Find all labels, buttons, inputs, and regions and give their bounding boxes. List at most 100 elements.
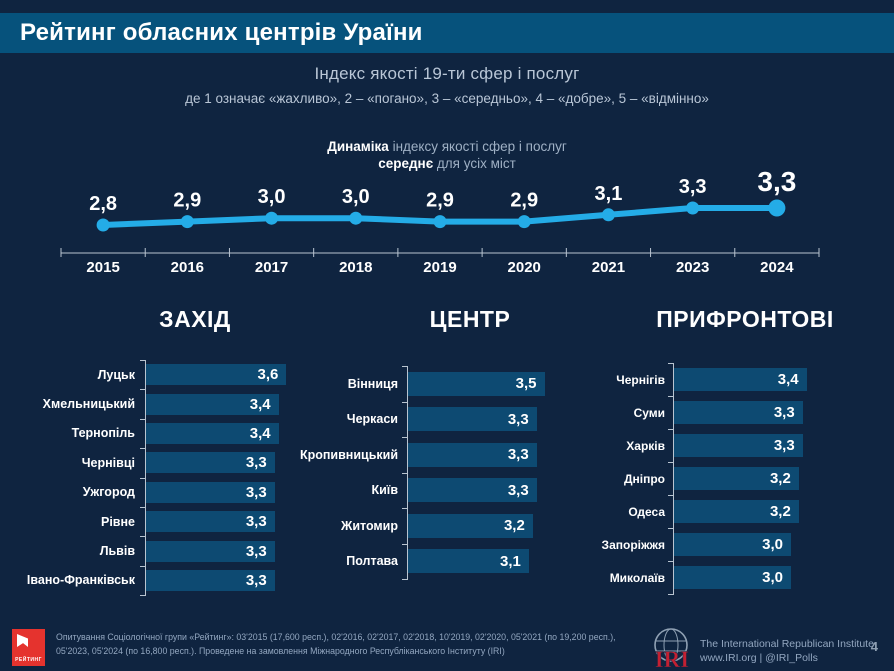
value-bar: 3,3 xyxy=(408,442,537,467)
bar-row: Тернопіль 3,4 xyxy=(10,418,320,449)
trend-year-label: 2019 xyxy=(423,259,457,276)
city-label: Суми xyxy=(633,405,665,420)
value-bar: 3,3 xyxy=(408,407,537,432)
bar-value-label: 3,2 xyxy=(769,503,791,520)
city-label: Київ xyxy=(371,483,398,498)
bar-row: Чернівці 3,3 xyxy=(10,448,320,478)
value-bar: 3,2 xyxy=(674,467,799,490)
trend-line-chart: 2,8 2,9 3,0 3,0 2,9 2,9 3,1 3,3 3,3 xyxy=(60,168,820,257)
city-label: Кропивницький xyxy=(299,447,398,462)
value-bar: 3,1 xyxy=(408,549,529,574)
city-label: Хмельницький xyxy=(42,397,135,412)
city-label: Ужгород xyxy=(82,485,135,500)
page-number: 4 xyxy=(870,639,878,654)
trend-heading-rest2: для усіх міст xyxy=(433,156,516,171)
bar-track: 3,3 xyxy=(140,506,320,537)
bar-row: Одеса 3,2 xyxy=(590,495,880,528)
bar-track: 3,3 xyxy=(140,536,320,566)
value-bar: 3,3 xyxy=(674,434,803,457)
section-title: ПРИФРОНТОВІ xyxy=(656,306,834,332)
bar-value-label: 3,3 xyxy=(245,483,267,501)
bar-track: 3,4 xyxy=(668,363,880,396)
value-bar: 3,3 xyxy=(146,511,275,533)
value-bar: 3,3 xyxy=(146,569,275,591)
trend-data-label: 2,9 xyxy=(426,190,454,212)
trend-data-label: 3,3 xyxy=(679,176,707,198)
trend-data-label: 3,1 xyxy=(595,183,623,205)
trend-year-label: 2024 xyxy=(760,259,794,276)
rating-group-logo: РЕЙТИНГ xyxy=(12,629,45,666)
section-center: ЦЕНТР Вінниця 3,5 Черкаси 3,3 Кропивницький 3,… xyxy=(290,306,570,606)
trend-year-label: 2015 xyxy=(86,259,120,276)
iri-links: www.IRI.org | @IRI_Polls xyxy=(700,652,818,665)
bar-track: 3,2 xyxy=(668,495,880,528)
bar-value-label: 3,3 xyxy=(245,542,267,560)
city-label: Житомир xyxy=(341,518,398,533)
bar-row: Київ 3,3 xyxy=(290,472,570,508)
bar-row: Вінниця 3,5 xyxy=(290,366,570,402)
bar-track: 3,3 xyxy=(668,429,880,462)
value-bar: 3,3 xyxy=(146,540,275,562)
trend-data-label: 2,9 xyxy=(510,190,538,212)
bar-row: Рівне 3,3 xyxy=(10,506,320,537)
value-bar: 3,6 xyxy=(146,364,287,386)
trend-year-label: 2023 xyxy=(675,259,710,276)
trend-year-label: 2018 xyxy=(339,259,373,276)
rating-logo-label: РЕЙТИНГ xyxy=(15,657,42,663)
city-label: Луцьк xyxy=(97,367,135,382)
trend-heading: Динаміка індексу якості сфер і послуг се… xyxy=(0,138,894,172)
bar-value-label: 3,4 xyxy=(249,424,271,442)
bar-chart: Чернігів 3,4 Суми 3,3 Харків 3,3 Дніпро 3,2 Одес… xyxy=(590,363,880,595)
bar-track: 3,3 xyxy=(140,448,320,478)
page-title: Рейтинг обласних центрів Ураїни xyxy=(20,19,423,46)
bar-track: 3,2 xyxy=(668,462,880,495)
bar-track: 3,2 xyxy=(402,508,570,544)
city-label: Чернівці xyxy=(81,455,135,470)
bar-row: Житомир 3,2 xyxy=(290,508,570,544)
bar-value-label: 3,4 xyxy=(249,395,271,413)
bar-track: 3,6 xyxy=(140,360,320,390)
value-bar: 3,3 xyxy=(146,452,275,474)
bar-value-label: 3,2 xyxy=(503,517,525,535)
value-bar: 3,2 xyxy=(674,500,799,523)
bar-chart: Луцьк 3,6 Хмельницький 3,4 Тернопіль 3,4 Черні… xyxy=(10,360,320,597)
city-label: Івано-Франківськ xyxy=(26,573,135,588)
city-label: Вінниця xyxy=(347,376,398,391)
bar-row: Харків 3,3 xyxy=(590,429,880,462)
survey-footnote: Опитування Соціологічної групи «Рейтинг»… xyxy=(56,632,616,656)
bar-row: Черкаси 3,3 xyxy=(290,401,570,437)
bar-value-label: 3,0 xyxy=(762,569,783,586)
value-bar: 3,4 xyxy=(674,368,807,391)
trend-heading-line1: Динаміка індексу якості сфер і послуг xyxy=(0,138,894,155)
bar-value-label: 3,3 xyxy=(773,437,795,454)
trend-data-label: 3,3 xyxy=(757,168,796,197)
trend-year-label: 2020 xyxy=(507,259,541,276)
bar-row: Луцьк 3,6 xyxy=(10,360,320,390)
value-bar: 3,4 xyxy=(146,393,279,415)
trend-year-label: 2016 xyxy=(170,259,205,276)
iri-text-block: The International Republican Institute w… xyxy=(700,637,874,665)
trend-year-label: 2021 xyxy=(591,259,626,276)
trend-x-axis-labels: 2015 2016 2017 2018 2019 2020 2021 2023 2024 xyxy=(61,259,819,276)
bar-row: Запоріжжя 3,0 xyxy=(590,528,880,561)
bar-row: Львів 3,3 xyxy=(10,536,320,566)
bar-value-label: 3,2 xyxy=(769,470,791,487)
bar-track: 3,5 xyxy=(402,366,570,402)
bar-track: 3,0 xyxy=(668,561,880,595)
bar-value-label: 3,5 xyxy=(515,375,537,393)
bar-track: 3,3 xyxy=(140,565,320,597)
city-label: Львів xyxy=(99,544,135,559)
bar-row: Чернігів 3,4 xyxy=(590,363,880,396)
trend-year-label: 2017 xyxy=(254,259,289,276)
bar-value-label: 3,3 xyxy=(245,513,267,531)
bar-value-label: 3,3 xyxy=(245,454,267,472)
bar-track: 3,3 xyxy=(140,477,320,507)
value-bar: 3,5 xyxy=(408,371,545,396)
bar-row: Хмельницький 3,4 xyxy=(10,389,320,419)
iri-name: The International Republican Institute xyxy=(700,638,874,650)
city-label: Миколаїв xyxy=(609,570,665,585)
bar-track: 3,3 xyxy=(402,437,570,473)
bar-track: 3,3 xyxy=(402,472,570,508)
trend-data-label: 2,8 xyxy=(89,193,117,215)
